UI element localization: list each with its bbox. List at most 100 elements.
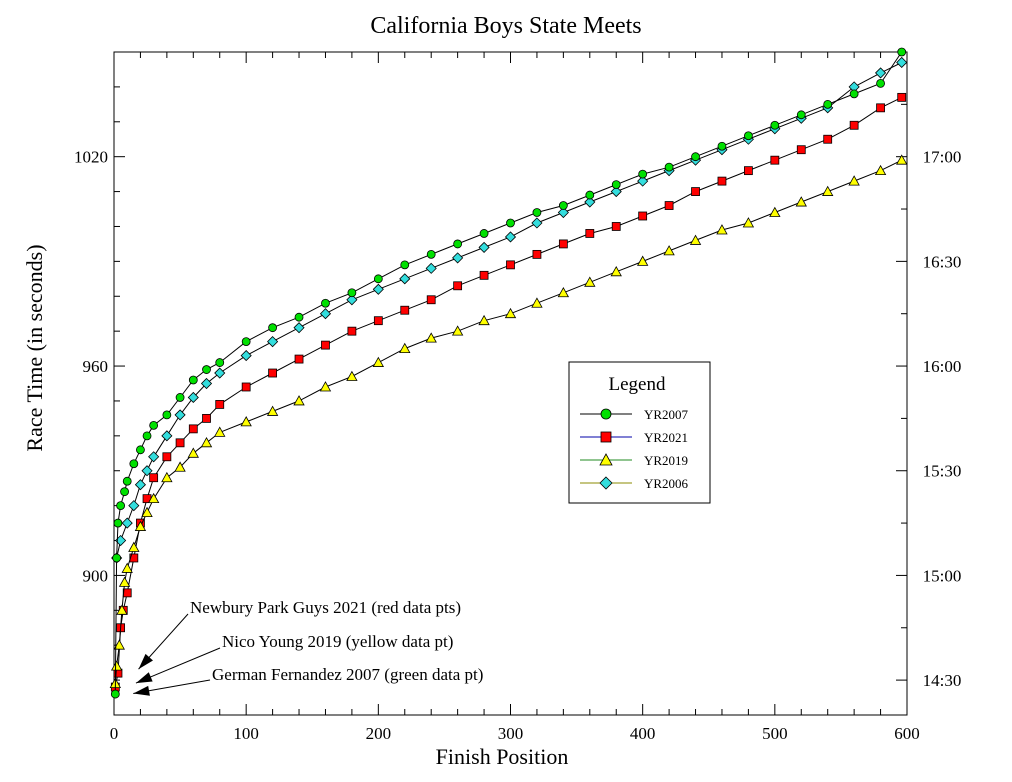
data-point (611, 180, 621, 190)
legend-label: YR2006 (644, 476, 689, 491)
data-point (268, 368, 278, 378)
data-point (876, 79, 885, 88)
x-tick-label: 200 (366, 724, 392, 743)
data-point (532, 208, 542, 217)
data-point (506, 218, 515, 228)
data-point (187, 447, 199, 458)
data-point (637, 175, 649, 187)
data-point (769, 206, 781, 217)
data-point (770, 155, 780, 165)
annotation-text: German Fernandez 2007 (green data pt) (212, 665, 483, 684)
legend-title: Legend (609, 374, 666, 395)
data-point (874, 164, 887, 176)
data-point (188, 375, 198, 385)
arrowhead-icon (138, 653, 153, 670)
data-point (120, 487, 129, 497)
data-point (266, 405, 279, 416)
data-point (118, 576, 131, 587)
data-point (479, 270, 489, 280)
legend-marker-triangle-icon (599, 453, 613, 466)
data-point (134, 520, 147, 531)
data-point (267, 336, 279, 348)
right-tick-label: 16:30 (923, 252, 962, 271)
data-point (294, 354, 304, 364)
data-point (896, 56, 908, 69)
data-point (425, 262, 437, 274)
series-YR2007 (110, 47, 907, 699)
right-tick-label: 16:00 (923, 357, 962, 376)
data-point (770, 120, 780, 130)
legend-marker-square-icon (600, 431, 612, 443)
data-point (558, 201, 568, 210)
legend-box (568, 361, 711, 504)
data-point (426, 249, 436, 259)
data-point (585, 229, 595, 238)
x-axis-label: Finish Position (436, 744, 569, 769)
right-tick-label: 15:00 (923, 566, 962, 585)
data-point (506, 260, 515, 270)
data-point (638, 211, 648, 221)
data-point (399, 342, 411, 354)
data-point (141, 465, 153, 477)
data-point (112, 553, 122, 563)
data-point (121, 562, 133, 573)
series-YR2021 (110, 92, 907, 692)
data-point (200, 377, 213, 390)
data-point (876, 103, 885, 113)
data-point (479, 229, 489, 238)
data-point (557, 286, 570, 298)
data-point (795, 196, 807, 207)
data-point (717, 141, 727, 151)
data-point (558, 239, 568, 249)
series-YR2019 (109, 154, 908, 688)
data-point (215, 400, 225, 409)
data-point (174, 409, 186, 421)
data-point (162, 410, 172, 420)
data-point (453, 239, 463, 249)
data-series (109, 47, 908, 699)
axis-ticks: 0 100 200 300 400 500 600 900 960 1020 14:30 15:00 1… (74, 51, 962, 743)
data-point (610, 266, 622, 277)
data-point (691, 152, 700, 162)
data-point (116, 501, 126, 511)
legend-label: YR2019 (644, 453, 688, 468)
arrowhead-icon (133, 685, 150, 696)
data-point (241, 337, 251, 347)
data-point (585, 190, 595, 200)
data-point (161, 471, 173, 483)
data-point (823, 134, 833, 144)
data-point (214, 367, 226, 379)
data-point (822, 185, 834, 196)
y-tick-label: 960 (83, 357, 109, 376)
data-point (796, 145, 806, 155)
legend-label: YR2007 (644, 407, 689, 422)
data-point (584, 196, 596, 208)
data-point (202, 413, 211, 423)
data-point (372, 356, 385, 367)
data-point (664, 201, 674, 210)
data-point (742, 217, 755, 228)
data-point (116, 604, 128, 615)
data-point (241, 382, 251, 392)
data-point (188, 424, 198, 434)
data-point (129, 459, 139, 469)
y-tick-label: 900 (83, 566, 109, 585)
data-point (148, 451, 160, 463)
data-point (453, 281, 463, 291)
data-point (174, 461, 186, 472)
data-point (478, 241, 490, 253)
data-point (400, 305, 410, 315)
data-point (240, 350, 252, 362)
data-point (504, 231, 517, 243)
data-point (215, 358, 225, 367)
data-point (849, 120, 859, 130)
series-line (116, 62, 902, 559)
chart-title: California Boys State Meets (370, 13, 641, 39)
right-tick-label: 15:30 (923, 462, 962, 481)
data-point (149, 473, 159, 483)
data-point (451, 325, 464, 336)
data-point (175, 393, 185, 402)
data-point (663, 245, 675, 256)
data-point (638, 169, 648, 179)
x-tick-label: 500 (762, 724, 788, 743)
